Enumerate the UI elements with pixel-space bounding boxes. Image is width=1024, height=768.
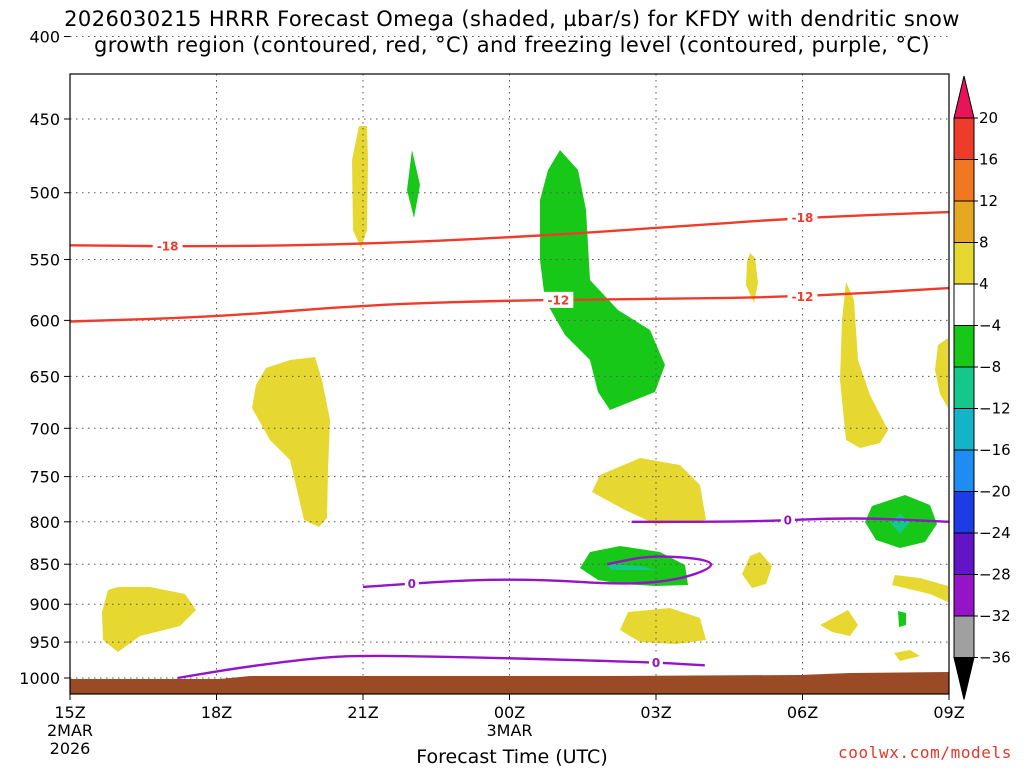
omega-blob-yellow — [620, 608, 706, 644]
contour-label-bg — [780, 512, 795, 529]
omega-blob-yellow — [102, 587, 196, 652]
contour-freezing-0 — [177, 654, 705, 680]
x-tick-date: 3MAR — [486, 721, 532, 740]
contour-label: 0 — [408, 577, 416, 591]
colorbar-label: −28 — [979, 566, 1011, 584]
y-tick-label: 850 — [29, 555, 60, 574]
y-tick-label: 800 — [29, 513, 60, 532]
omega-blob-yellow — [894, 650, 920, 661]
contour-lines: -18 -18 -12 -12 0 0 0 — [69, 209, 950, 680]
x-tick-label: 09Z — [933, 703, 964, 722]
contour-freezing-0-mid — [631, 517, 950, 523]
x-tick-date: 2MAR — [47, 721, 93, 740]
plot-area — [70, 74, 949, 694]
y-axis: 2503003504004505005506006507007508008509… — [19, 28, 70, 688]
colorbar-bin — [953, 200, 975, 243]
colorbar-label: 16 — [979, 151, 998, 169]
omega-shading — [102, 126, 948, 661]
x-tick-label: 15Z — [54, 703, 85, 722]
colorbar-label: −24 — [979, 524, 1011, 542]
x-axis-label: Forecast Time (UTC) — [416, 746, 608, 768]
colorbar-label: 12 — [979, 192, 998, 210]
y-tick-label: 950 — [29, 633, 60, 652]
x-tick-label: 00Z — [494, 703, 525, 722]
omega-blob-yellow — [935, 338, 948, 408]
colorbar-label: −4 — [979, 317, 1001, 335]
y-tick-label: 650 — [29, 367, 60, 386]
colorbar-bin — [953, 242, 975, 285]
colorbar-label: −36 — [979, 649, 1011, 667]
colorbar-top-triangle — [953, 75, 975, 119]
colorbar: 20 16 12 8 4 −4 −8 −12 −16 −20 −24 −28 −32 −36 — [953, 75, 1011, 700]
contour-label: -18 — [157, 240, 179, 254]
omega-blob-green — [540, 150, 665, 410]
contour-label-bg — [787, 209, 818, 226]
omega-blob-yellow — [746, 253, 758, 303]
colorbar-label: −16 — [979, 441, 1011, 459]
colorbar-label: −32 — [979, 607, 1011, 625]
colorbar-bin — [953, 574, 975, 617]
contour-label-bg — [543, 291, 574, 308]
omega-blob-teal — [606, 564, 656, 570]
contour-label: 0 — [652, 656, 660, 670]
colorbar-bin — [953, 408, 975, 451]
omega-blob-yellow — [892, 575, 948, 602]
contour-freezing-0-upper — [362, 555, 713, 589]
contour-label-bg — [152, 238, 183, 255]
colorbar-bottom-triangle — [953, 657, 975, 700]
colorbar-label: 8 — [979, 234, 989, 252]
contour-dgz-minus12 — [69, 286, 950, 323]
x-tick-label: 21Z — [347, 703, 378, 722]
omega-blob-yellow — [352, 126, 368, 248]
colorbar-bin — [953, 283, 975, 326]
contour-label-bg — [404, 575, 419, 592]
x-tick-label: 18Z — [201, 703, 232, 722]
omega-blob-yellow — [840, 282, 888, 448]
x-tick-year: 2026 — [50, 739, 91, 758]
contour-label: -18 — [792, 211, 814, 225]
x-tick-label: 03Z — [640, 703, 671, 722]
y-tick-label: 900 — [29, 595, 60, 614]
contour-label-bg — [649, 654, 663, 671]
credit-text: coolwx.com/models — [838, 743, 1012, 762]
chart-title-line1: 2026030215 HRRR Forecast Omega (shaded, … — [64, 7, 960, 31]
y-tick-label: 750 — [29, 468, 60, 487]
omega-blob-yellow — [592, 458, 706, 524]
omega-blob-green — [407, 150, 420, 218]
colorbar-bin — [953, 325, 975, 368]
contour-label: -12 — [547, 293, 569, 307]
colorbar-label: 20 — [979, 109, 998, 127]
omega-blob-green — [898, 611, 906, 627]
contour-label-bg — [787, 288, 818, 305]
omega-blob-yellow — [252, 357, 330, 527]
colorbar-bin — [953, 615, 975, 658]
y-tick-label: 550 — [29, 250, 60, 269]
terrain-ground — [70, 672, 949, 694]
colorbar-bin — [953, 366, 975, 409]
contour-label: 0 — [784, 514, 792, 528]
colorbar-bin — [953, 491, 975, 534]
y-tick-label: 1000 — [19, 669, 60, 688]
omega-blob-yellow — [820, 610, 858, 636]
colorbar-bin — [953, 159, 975, 202]
omega-blob-yellow — [742, 552, 772, 588]
colorbar-bin — [953, 449, 975, 492]
y-tick-label: 500 — [29, 184, 60, 203]
y-tick-label: 600 — [29, 311, 60, 330]
colorbar-label: −20 — [979, 483, 1011, 501]
x-tick-label: 06Z — [787, 703, 818, 722]
colorbar-label: −8 — [979, 358, 1001, 376]
colorbar-bin — [953, 117, 975, 160]
colorbar-label: −12 — [979, 400, 1011, 418]
y-tick-label: 700 — [29, 419, 60, 438]
colorbar-bin — [953, 532, 975, 575]
y-tick-label: 400 — [29, 28, 60, 47]
y-tick-label: 450 — [29, 110, 60, 129]
colorbar-label: 4 — [979, 275, 989, 293]
contour-label: -12 — [792, 290, 814, 304]
